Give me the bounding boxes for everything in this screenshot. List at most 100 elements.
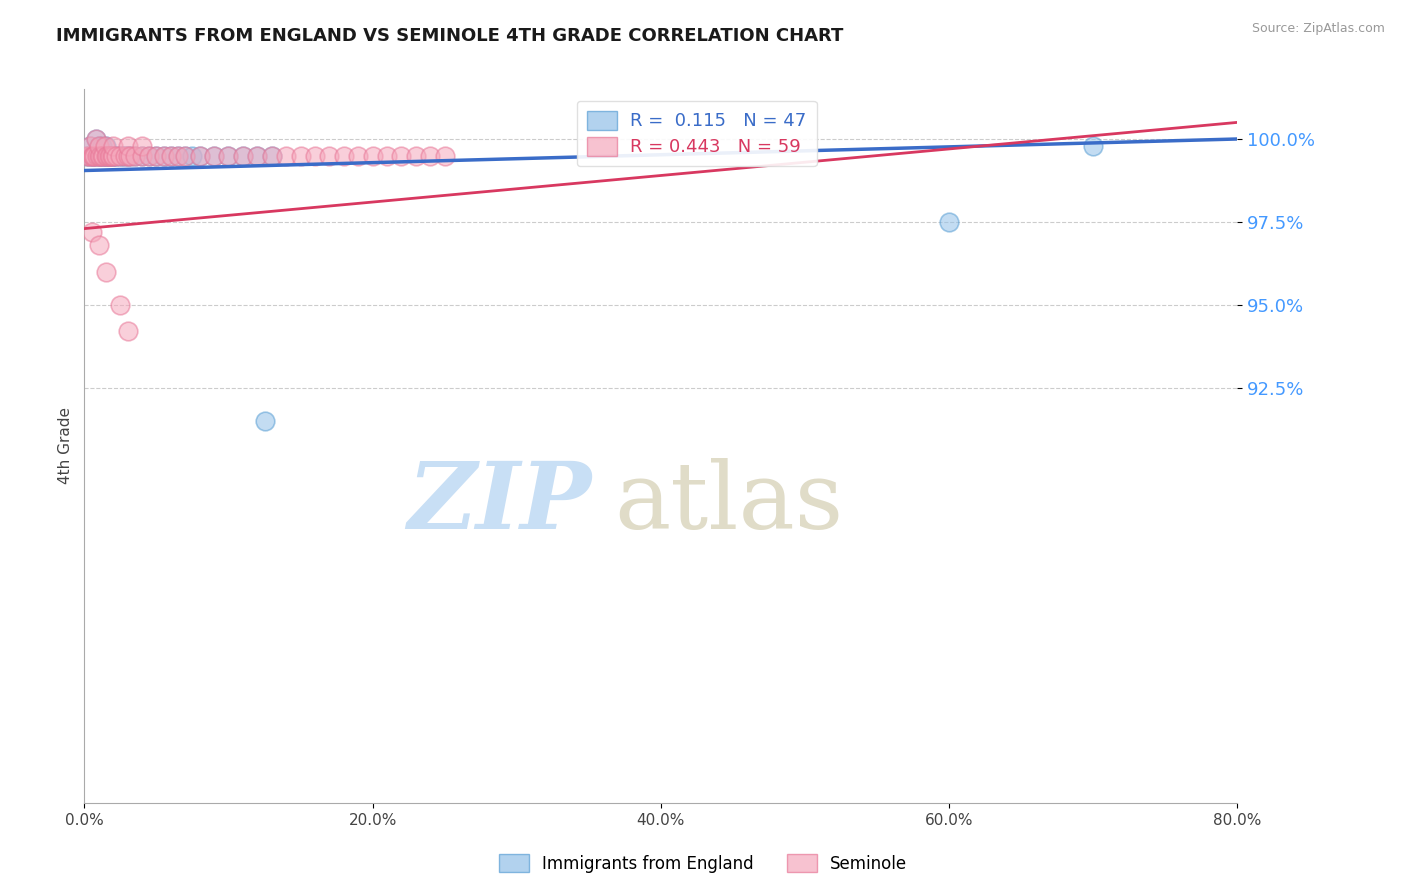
Point <box>114 148 136 162</box>
Point <box>105 148 128 162</box>
Point <box>167 148 190 162</box>
Point <box>110 148 132 162</box>
Point <box>89 148 111 162</box>
Point <box>253 414 276 428</box>
Point <box>188 148 211 162</box>
Point <box>152 148 174 162</box>
Point <box>124 148 146 162</box>
Point <box>76 148 98 162</box>
Point <box>89 148 111 162</box>
Point <box>110 148 132 162</box>
Point <box>138 148 160 162</box>
Point <box>83 148 105 162</box>
Point <box>97 148 120 162</box>
Point <box>318 148 340 162</box>
Point <box>145 148 167 162</box>
Point <box>84 132 107 146</box>
Point <box>232 148 254 162</box>
Point <box>246 148 269 162</box>
Point <box>77 148 100 162</box>
Point <box>391 148 413 162</box>
Point <box>93 138 115 153</box>
Point <box>1083 138 1105 153</box>
Point <box>82 148 104 162</box>
Point <box>84 132 107 146</box>
Point <box>86 148 108 162</box>
Legend: Immigrants from England, Seminole: Immigrants from England, Seminole <box>492 847 914 880</box>
Point <box>304 148 326 162</box>
Point <box>174 148 197 162</box>
Point <box>117 325 139 339</box>
Text: Source: ZipAtlas.com: Source: ZipAtlas.com <box>1251 22 1385 36</box>
Point <box>333 148 356 162</box>
Point <box>94 138 117 153</box>
Text: atlas: atlas <box>614 458 844 548</box>
Point <box>80 148 103 162</box>
Point <box>94 148 117 162</box>
Point <box>103 138 124 153</box>
Point <box>80 148 103 162</box>
Point <box>167 148 190 162</box>
Point <box>419 148 441 162</box>
Point <box>94 148 117 162</box>
Point <box>361 148 384 162</box>
Point <box>246 148 269 162</box>
Point <box>79 138 101 153</box>
Point <box>375 148 398 162</box>
Point <box>87 138 110 153</box>
Point <box>80 225 103 239</box>
Point <box>160 148 183 162</box>
Point <box>100 148 122 162</box>
Point <box>82 148 104 162</box>
Point <box>405 148 427 162</box>
Point <box>131 138 153 153</box>
Point <box>117 138 139 153</box>
Point <box>131 148 153 162</box>
Point <box>202 148 225 162</box>
Point <box>103 148 124 162</box>
Text: IMMIGRANTS FROM ENGLAND VS SEMINOLE 4TH GRADE CORRELATION CHART: IMMIGRANTS FROM ENGLAND VS SEMINOLE 4TH … <box>56 27 844 45</box>
Point <box>131 148 153 162</box>
Point <box>114 148 136 162</box>
Point <box>77 148 100 162</box>
Point <box>218 148 240 162</box>
Point <box>98 148 121 162</box>
Point <box>145 148 167 162</box>
Point <box>96 148 118 162</box>
Point <box>87 138 110 153</box>
Point <box>138 148 160 162</box>
Point <box>90 148 112 162</box>
Point <box>218 148 240 162</box>
Point <box>83 148 105 162</box>
Point <box>110 298 132 312</box>
Point <box>174 148 197 162</box>
Point <box>105 148 128 162</box>
Point <box>76 148 98 162</box>
Point <box>79 138 101 153</box>
Point <box>160 148 183 162</box>
Point <box>124 148 146 162</box>
Point <box>260 148 283 162</box>
Point <box>97 148 120 162</box>
Point <box>120 148 142 162</box>
Point <box>91 148 114 162</box>
Point <box>117 148 139 162</box>
Point <box>938 215 960 229</box>
Point <box>96 148 118 162</box>
Point <box>87 148 110 162</box>
Point <box>433 148 456 162</box>
Point <box>90 138 112 153</box>
Point <box>111 148 134 162</box>
Legend: R =  0.115   N = 47, R = 0.443   N = 59: R = 0.115 N = 47, R = 0.443 N = 59 <box>576 101 817 166</box>
Point <box>152 148 174 162</box>
Point <box>87 238 110 252</box>
Point <box>98 148 121 162</box>
Point <box>260 148 283 162</box>
Point <box>103 148 124 162</box>
Point <box>93 148 115 162</box>
Point <box>90 148 112 162</box>
Point <box>181 148 204 162</box>
Point <box>104 148 127 162</box>
Point <box>276 148 298 162</box>
Point <box>94 265 117 279</box>
